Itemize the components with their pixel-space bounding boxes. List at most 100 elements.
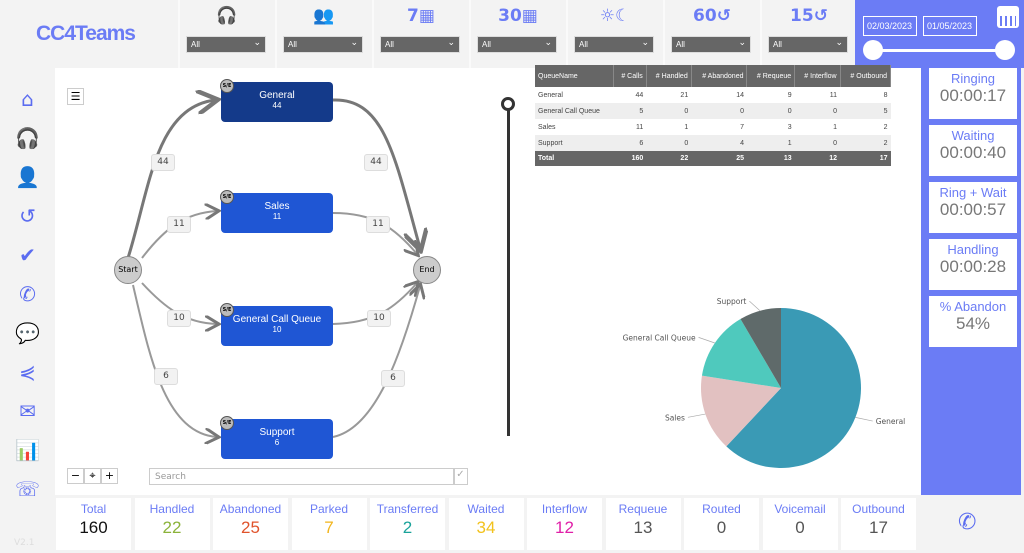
filter-3-number: 30	[498, 6, 522, 26]
total-card-voicemail[interactable]: Voicemail 0	[762, 498, 838, 550]
nav-chart-icon[interactable]: 📊	[15, 438, 40, 462]
pie-leader-line	[749, 300, 761, 312]
total-value: 160	[79, 518, 108, 537]
column-header[interactable]: # Abandoned	[691, 65, 748, 87]
total-cell: 25	[691, 151, 747, 166]
column-header[interactable]: # Interflow	[794, 65, 841, 87]
dropdown-value: All	[579, 40, 588, 49]
chevron-down-icon: ⌄	[641, 37, 649, 47]
nav-history-icon[interactable]: ↺	[19, 204, 36, 228]
nav-phone-tree-icon[interactable]: ☏	[14, 477, 40, 501]
nav-user-icon[interactable]: 👤	[15, 165, 40, 189]
total-value: 0	[716, 518, 727, 537]
phone-tree-icon[interactable]: ✆	[958, 510, 977, 535]
calendar-icon[interactable]	[997, 6, 1019, 28]
column-header[interactable]: QueueName	[535, 65, 614, 87]
dropdown-value: All	[288, 40, 297, 49]
version-label: V2.1	[14, 538, 35, 548]
table-total-row: Total 160 22 25 13 12 17	[535, 151, 891, 166]
nav-headset-icon[interactable]: 🎧	[15, 126, 40, 150]
queue-node[interactable]: General Call Queue 10	[221, 306, 333, 346]
flow-menu-button[interactable]: ☰	[67, 88, 84, 105]
table-row: General 44 21 14 9 11 8	[535, 87, 891, 103]
table-cell: 0	[646, 103, 692, 119]
filter-2-number: 7	[407, 6, 419, 26]
kpi-value: 54%	[955, 314, 991, 333]
kpi-card: Waiting 00:00:40	[929, 125, 1017, 176]
chevron-down-icon: ⌄	[544, 37, 552, 47]
column-header[interactable]: # Calls	[613, 65, 647, 87]
table-cell: 11	[829, 91, 838, 99]
vertical-slider-handle[interactable]	[501, 97, 515, 111]
filter-2-dropdown[interactable]: All ⌄	[380, 36, 460, 53]
filter-1-dropdown[interactable]: All ⌄	[283, 36, 363, 53]
filter-0-dropdown[interactable]: All ⌄	[186, 36, 266, 53]
pie-slice-3[interactable]	[740, 308, 781, 388]
total-card-requeue[interactable]: Requeue 13	[605, 498, 681, 550]
total-cell: 12	[794, 151, 841, 166]
nav-phone-in-icon[interactable]: ✆	[19, 282, 36, 306]
column-header[interactable]: # Handled	[646, 65, 692, 87]
total-card-outbound[interactable]: Outbound 17	[841, 498, 916, 550]
pie-slice-0[interactable]	[726, 308, 861, 468]
table-cell: 7	[740, 123, 744, 131]
nav-chat-icon[interactable]: 💬	[15, 321, 40, 345]
nav-home-icon[interactable]: ⌂	[21, 87, 34, 111]
calendar-icon: ▦	[521, 6, 538, 26]
queue-node-count: 11	[272, 212, 282, 221]
table-cell: General Call Queue	[535, 103, 614, 119]
start-node[interactable]: Start	[114, 256, 142, 284]
total-card-abandoned[interactable]: Abandoned 25	[213, 498, 288, 550]
table-cell: 44	[635, 91, 644, 99]
pie-slice-2[interactable]	[701, 319, 781, 388]
table-cell: 1	[833, 123, 838, 131]
kpi-card: % Abandon 54%	[929, 296, 1017, 347]
total-card-waited[interactable]: Waited 34	[448, 498, 524, 550]
total-label: Voicemail	[774, 502, 826, 516]
queue-node[interactable]: General 44	[221, 82, 333, 122]
flow-search-input[interactable]: Search	[149, 468, 455, 485]
zoom-out-button[interactable]: −	[67, 468, 84, 484]
total-card-routed[interactable]: Routed 0	[684, 498, 759, 550]
chevron-down-icon: ⌄	[447, 37, 455, 47]
date-slider-start-handle[interactable]	[863, 40, 883, 60]
total-card-total[interactable]: Total 160	[56, 498, 131, 550]
column-header[interactable]: # Requeue	[746, 65, 796, 87]
kpi-label: Waiting	[951, 128, 995, 143]
filter-6-number: 15	[790, 6, 814, 26]
filter-6-dropdown[interactable]: All ⌄	[768, 36, 848, 53]
pie-slice-1[interactable]	[701, 375, 781, 447]
center-icon[interactable]: ⌖	[84, 468, 101, 484]
nav-mail-icon[interactable]: ✉	[19, 399, 36, 423]
total-card-handled[interactable]: Handled 22	[134, 498, 210, 550]
total-card-interflow[interactable]: Interflow 12	[527, 498, 602, 550]
kpi-value: 00:00:40	[939, 143, 1007, 162]
end-node[interactable]: End	[413, 256, 441, 284]
kpi-value: 00:00:17	[939, 86, 1007, 105]
kpi-card: Ring + Wait 00:00:57	[929, 182, 1017, 233]
total-value: 2	[402, 518, 413, 537]
kpi-card: Handling 00:00:28	[929, 239, 1017, 290]
filter-5-dropdown[interactable]: All ⌄	[671, 36, 751, 53]
kpi-value: 00:00:28	[939, 257, 1007, 276]
nav-check-icon[interactable]: ✔	[19, 243, 36, 267]
queue-node-count: 10	[272, 325, 282, 334]
end-date-input[interactable]: 01/05/2023	[923, 16, 977, 36]
total-card-transferred[interactable]: Transferred 2	[370, 498, 445, 550]
zoom-in-button[interactable]: +	[101, 468, 118, 484]
search-submit-button[interactable]: ✓	[453, 468, 468, 485]
total-card-parked[interactable]: Parked 7	[291, 498, 367, 550]
nav-share-icon[interactable]: ⋞	[19, 360, 36, 384]
start-date-input[interactable]: 02/03/2023	[863, 16, 917, 36]
queue-node[interactable]: Support 6	[221, 419, 333, 459]
filter-3-dropdown[interactable]: All ⌄	[477, 36, 557, 53]
column-header[interactable]: # Outbound	[840, 65, 892, 87]
total-label: Outbound	[852, 502, 905, 516]
queue-node-count: 44	[272, 101, 282, 110]
date-slider-end-handle[interactable]	[995, 40, 1015, 60]
filter-4-dropdown[interactable]: All ⌄	[574, 36, 654, 53]
table-cell: 0	[794, 103, 841, 119]
table-cell: 9	[787, 91, 792, 99]
queue-node[interactable]: Sales 11	[221, 193, 333, 233]
total-cell: 22	[646, 151, 692, 166]
